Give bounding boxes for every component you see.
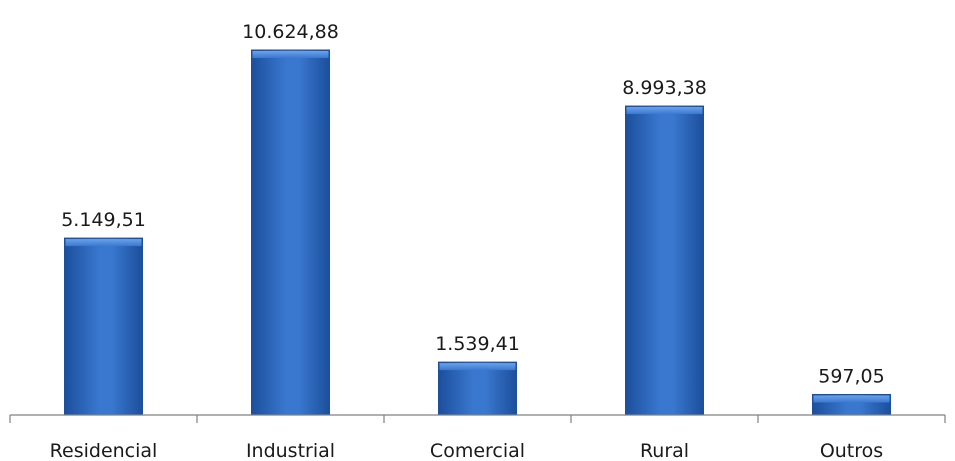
tick-label-residencial: Residencial <box>50 440 158 461</box>
data-label-comercial: 1.539,41 <box>435 333 520 355</box>
x-axis <box>9 414 946 423</box>
bar-industrial <box>251 49 330 416</box>
bar-rural <box>625 105 704 416</box>
tick-label-industrial: Industrial <box>246 440 335 461</box>
bar-residencial <box>64 237 143 416</box>
bar-body <box>251 49 330 416</box>
bar-cap <box>439 363 516 371</box>
bar-body <box>64 237 143 416</box>
bar-cap <box>626 107 703 115</box>
data-label-industrial: 10.624,88 <box>242 21 339 43</box>
bar-body <box>438 361 517 416</box>
tick-label-rural: Rural <box>640 440 689 461</box>
data-label-rural: 8.993,38 <box>622 77 707 99</box>
tick-label-outros: Outros <box>820 440 883 461</box>
bar-outros <box>812 393 891 416</box>
labels-layer: 5.149,51 Residencial 10.624,88 Industrial 1.… <box>50 21 885 461</box>
bar-cap <box>65 239 142 247</box>
tick-label-comercial: Comercial <box>430 440 525 461</box>
data-label-residencial: 5.149,51 <box>61 209 146 231</box>
bar-comercial <box>438 361 517 416</box>
data-label-outros: 597,05 <box>818 365 884 387</box>
bars-layer <box>64 49 891 416</box>
bar-cap <box>252 51 329 58</box>
bar-body <box>625 105 704 416</box>
bar-cap <box>813 395 890 403</box>
